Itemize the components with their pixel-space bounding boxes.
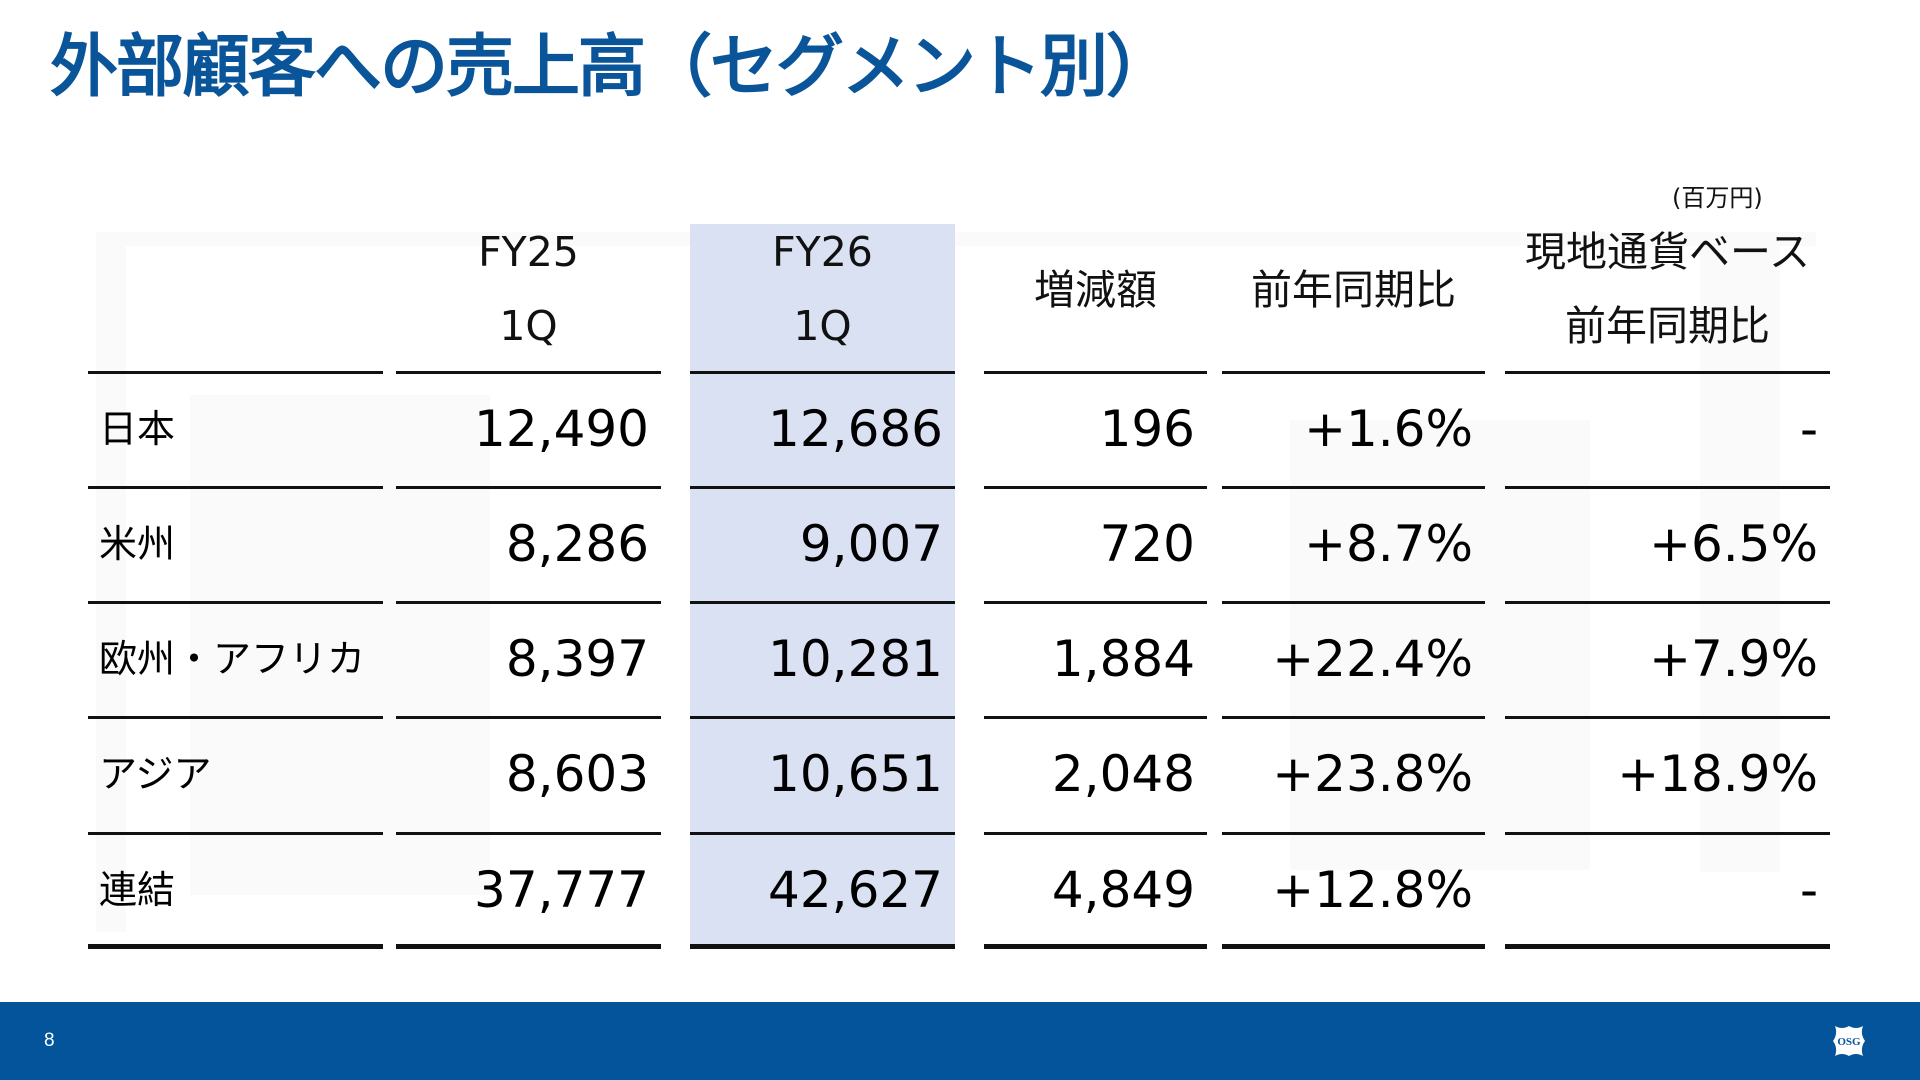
row-rule	[1222, 486, 1485, 489]
header-rule	[984, 371, 1207, 374]
yoy-local-value: +6.5%	[1649, 515, 1818, 573]
slide-title: 外部顧客への売上高（セグメント別）	[50, 28, 1174, 107]
table-bottom-rule	[690, 944, 955, 949]
row-rule	[88, 832, 383, 835]
fy26-value: 12,686	[768, 400, 943, 458]
yoy-local-value: +18.9%	[1617, 745, 1818, 803]
table-bottom-rule	[984, 944, 1207, 949]
header-yoy-local-line2: 前年同期比	[1565, 302, 1770, 350]
table-bottom-rule	[1222, 944, 1485, 949]
row-rule	[396, 832, 661, 835]
header-rule	[690, 371, 955, 374]
segment-label: アジア	[99, 752, 212, 796]
osg-logo-icon: OSG	[1829, 1022, 1869, 1060]
header-yoy-local-line1: 現地通貨ベース	[1525, 228, 1810, 276]
row-rule	[396, 601, 661, 604]
row-rule	[1222, 601, 1485, 604]
header-fy25-line2: 1Q	[499, 302, 558, 350]
row-rule	[1505, 601, 1830, 604]
svg-text:OSG: OSG	[1837, 1036, 1861, 1048]
yoy-value: +23.8%	[1272, 745, 1473, 803]
header-rule	[1505, 371, 1830, 374]
yoy-value: +8.7%	[1304, 515, 1473, 573]
row-rule	[690, 486, 955, 489]
row-rule	[88, 716, 383, 719]
header-change: 増減額	[1034, 266, 1157, 314]
row-rule	[690, 716, 955, 719]
row-rule	[984, 486, 1207, 489]
header-yoy-local: 現地通貨ベース 前年同期比	[1505, 215, 1830, 363]
footer-bar: 8 OSG	[0, 1002, 1920, 1080]
fy25-value: 37,777	[474, 861, 649, 919]
table-bottom-rule	[396, 944, 661, 949]
yoy-local-value: +7.9%	[1649, 630, 1818, 688]
yoy-value: +12.8%	[1272, 861, 1473, 919]
row-rule	[1222, 716, 1485, 719]
change-value: 1,884	[1051, 630, 1195, 688]
row-rule	[984, 832, 1207, 835]
page-number: 8	[44, 1030, 55, 1051]
segment-label: 米州	[99, 522, 176, 566]
fy25-value: 8,397	[505, 630, 649, 688]
header-yoy: 前年同期比	[1251, 266, 1456, 314]
change-value: 720	[1099, 515, 1195, 573]
row-rule	[690, 832, 955, 835]
change-value: 2,048	[1051, 745, 1195, 803]
yoy-value: +1.6%	[1304, 400, 1473, 458]
row-rule	[88, 601, 383, 604]
segment-label: 連結	[99, 868, 176, 912]
row-rule	[88, 486, 383, 489]
fy25-value: 8,603	[505, 745, 649, 803]
row-rule	[1505, 486, 1830, 489]
fy26-value: 10,281	[768, 630, 943, 688]
yoy-value: +22.4%	[1272, 630, 1473, 688]
row-rule	[396, 486, 661, 489]
yoy-local-value: -	[1799, 400, 1818, 458]
change-value: 4,849	[1051, 861, 1195, 919]
header-rule	[396, 371, 661, 374]
row-rule	[396, 716, 661, 719]
segment-label: 欧州・アフリカ	[99, 637, 366, 681]
header-fy25-line1: FY25	[478, 228, 579, 276]
header-rule	[88, 371, 383, 374]
row-rule	[984, 601, 1207, 604]
row-rule	[690, 601, 955, 604]
change-value: 196	[1099, 400, 1195, 458]
fy26-value: 9,007	[799, 515, 943, 573]
yoy-local-value: -	[1799, 861, 1818, 919]
fy25-value: 12,490	[474, 400, 649, 458]
fy26-column-highlight	[690, 224, 955, 948]
header-fy26: FY26 1Q	[690, 215, 955, 363]
row-rule	[984, 716, 1207, 719]
header-rule	[1222, 371, 1485, 374]
row-rule	[1222, 832, 1485, 835]
row-rule	[1505, 716, 1830, 719]
fy26-value: 10,651	[768, 745, 943, 803]
fy26-value: 42,627	[768, 861, 943, 919]
fy25-value: 8,286	[505, 515, 649, 573]
row-rule	[1505, 832, 1830, 835]
header-fy26-line1: FY26	[772, 228, 873, 276]
table-bottom-rule	[1505, 944, 1830, 949]
header-fy25: FY25 1Q	[396, 215, 661, 363]
unit-note: (百万円)	[1672, 184, 1763, 212]
table-bottom-rule	[88, 944, 383, 949]
header-fy26-line2: 1Q	[793, 302, 852, 350]
segment-label: 日本	[99, 407, 176, 451]
